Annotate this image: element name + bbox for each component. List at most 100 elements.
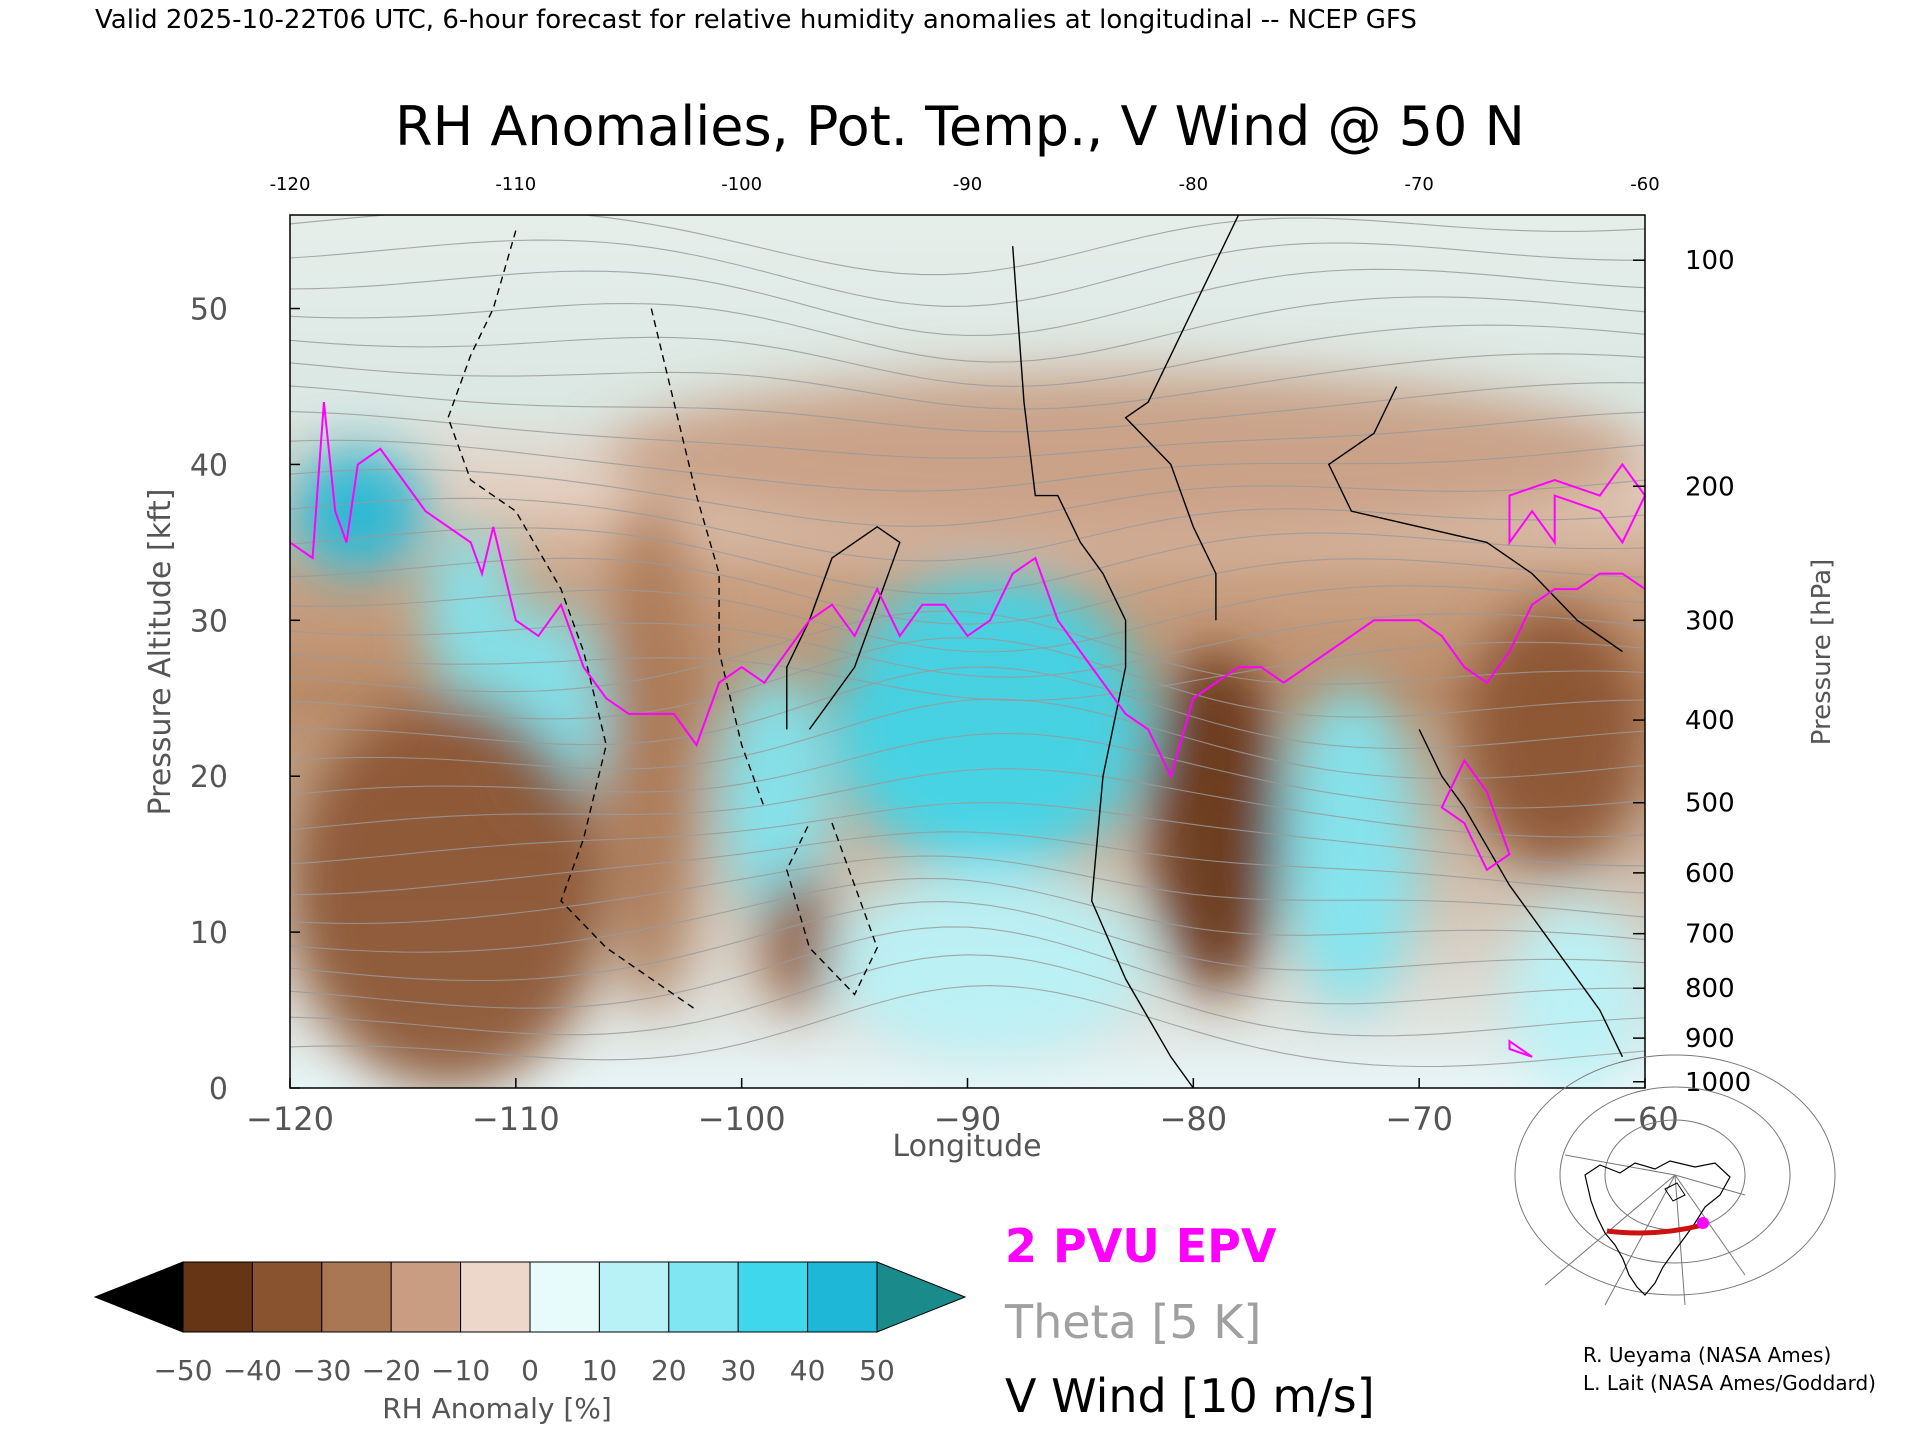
theta-contour bbox=[290, 637, 1645, 720]
x-top-tick-label: -100 bbox=[721, 174, 762, 195]
pressure-tick-label: 400 bbox=[1685, 706, 1735, 736]
locator-map bbox=[1514, 1054, 1836, 1306]
credit-line-2: L. Lait (NASA Ames/Goddard) bbox=[1583, 1371, 1876, 1395]
pressure-tick-label: 200 bbox=[1685, 472, 1735, 502]
colorbar-tick-label: −30 bbox=[292, 1354, 351, 1387]
y-tick-label: 20 bbox=[190, 760, 228, 795]
colorbar-box bbox=[737, 1261, 809, 1333]
pressure-tick-label: 500 bbox=[1685, 789, 1735, 819]
rh-anomaly-cell bbox=[1283, 682, 1420, 1011]
v-wind-contour bbox=[1012, 246, 1194, 1088]
rh-anomaly-field bbox=[290, 370, 1645, 1088]
rh-anomaly-cell bbox=[606, 370, 1645, 543]
colorbar-tick-label: 50 bbox=[859, 1354, 895, 1387]
epv-2pvu-contour bbox=[1508, 462, 1645, 546]
theta-contour bbox=[290, 324, 1645, 387]
x-tick-label: −90 bbox=[934, 1100, 1002, 1138]
theta-contour bbox=[290, 353, 1645, 410]
theta-contour bbox=[290, 239, 1645, 307]
colorbar-box bbox=[529, 1261, 600, 1333]
theta-contour bbox=[290, 641, 1645, 701]
theta-contour bbox=[290, 215, 1645, 276]
v-wind-contour bbox=[447, 230, 697, 1011]
v-wind-contour bbox=[650, 308, 765, 808]
rh-anomaly-cell bbox=[290, 448, 426, 574]
theta-contour bbox=[290, 954, 1645, 1037]
colorbar-label: RH Anomaly [%] bbox=[382, 1392, 612, 1425]
colorbar-tick-label: 40 bbox=[790, 1354, 826, 1387]
y-axis-label-left: Pressure Altitude [kft] bbox=[143, 489, 178, 816]
colorbar-box bbox=[598, 1261, 670, 1333]
v-wind-contour bbox=[1327, 386, 1623, 653]
theta-contour bbox=[290, 985, 1645, 1068]
epv-2pvu-contours bbox=[290, 401, 1645, 1058]
plot-area bbox=[289, 214, 1646, 1089]
y-axis-label-right: Pressure [hPa] bbox=[1807, 559, 1837, 746]
pressure-tick-label: 800 bbox=[1685, 974, 1735, 1004]
v-wind-contour bbox=[1124, 215, 1240, 621]
x-top-tick-label: -70 bbox=[1404, 174, 1433, 195]
colorbar-tick-label: −40 bbox=[223, 1354, 282, 1387]
colorbar-tick-label: 0 bbox=[521, 1354, 539, 1387]
x-tick-label: −110 bbox=[472, 1100, 560, 1138]
colorbar-tick-label: −50 bbox=[153, 1354, 212, 1387]
locator-marker bbox=[1697, 1217, 1709, 1229]
axes: −120 -120 −110 -110 −100 -100 −90 -90 −80 -80 −70 -… bbox=[190, 174, 1751, 1138]
x-tick-label: −60 bbox=[1611, 1100, 1679, 1138]
x-axis-label: Longitude bbox=[892, 1129, 1041, 1164]
theta-contour bbox=[290, 802, 1645, 867]
pressure-tick-label: 700 bbox=[1685, 920, 1735, 950]
locator-route bbox=[1606, 1222, 1704, 1236]
colorbar-box bbox=[390, 1261, 462, 1333]
colorbar-over-arrow bbox=[876, 1261, 967, 1333]
rh-anomaly-blobs bbox=[290, 370, 1645, 1088]
rh-anomaly-cell bbox=[1464, 604, 1645, 870]
epv-2pvu-contour bbox=[1440, 758, 1511, 872]
x-tick-label: −100 bbox=[698, 1100, 786, 1138]
valid-line: Valid 2025-10-22T06 UTC, 6-hour forecast… bbox=[95, 5, 1417, 35]
theta-contour bbox=[290, 877, 1645, 953]
y-tick-label: 50 bbox=[190, 293, 228, 328]
theta-contour bbox=[290, 613, 1645, 678]
theta-contours bbox=[290, 215, 1645, 1068]
theta-contour bbox=[290, 901, 1645, 982]
theta-contour bbox=[290, 497, 1645, 562]
x-top-tick-label: -80 bbox=[1179, 174, 1208, 195]
pressure-tick-label: 900 bbox=[1685, 1024, 1735, 1054]
rh-anomaly-cell bbox=[719, 667, 833, 917]
x-top-tick-label: -60 bbox=[1630, 174, 1659, 195]
colorbar-box bbox=[182, 1261, 253, 1333]
colorbar-box bbox=[251, 1261, 323, 1333]
legend-epv: 2 PVU EPV bbox=[1005, 1219, 1277, 1273]
theta-contour bbox=[290, 768, 1645, 838]
colorbar-tick-label: −10 bbox=[431, 1354, 490, 1387]
legend-vwind: V Wind [10 m/s] bbox=[1005, 1369, 1375, 1423]
pressure-tick-label: 1000 bbox=[1685, 1068, 1751, 1098]
x-top-tick-label: -90 bbox=[953, 174, 982, 195]
y-tick-label: 10 bbox=[190, 916, 228, 951]
rh-anomaly-cell bbox=[1509, 900, 1645, 1088]
x-tick-label: −80 bbox=[1160, 1100, 1228, 1138]
theta-contour bbox=[290, 527, 1645, 595]
theta-contour bbox=[290, 855, 1645, 925]
theta-contour bbox=[290, 439, 1645, 492]
theta-contour bbox=[290, 382, 1645, 433]
theta-contour bbox=[290, 831, 1645, 896]
credit-line-1: R. Ueyama (NASA Ames) bbox=[1583, 1343, 1831, 1367]
x-tick-label: −70 bbox=[1385, 1100, 1453, 1138]
colorbar-box bbox=[668, 1261, 739, 1333]
colorbar-tick-label: 20 bbox=[651, 1354, 687, 1387]
y-tick-label: 40 bbox=[190, 448, 228, 483]
v-wind-contour bbox=[786, 822, 878, 996]
theta-contour bbox=[290, 557, 1645, 625]
theta-contour bbox=[290, 698, 1645, 780]
colorbar: −50 −40 −30 −20 −10 0 10 20 30 40 50 bbox=[93, 1261, 967, 1387]
epv-2pvu-line bbox=[290, 401, 1645, 779]
x-top-tick-label: -120 bbox=[270, 174, 311, 195]
theta-contour bbox=[290, 585, 1645, 653]
rh-anomaly-cell bbox=[764, 869, 832, 1011]
colorbar-tick-label: −20 bbox=[362, 1354, 421, 1387]
colorbar-box bbox=[321, 1261, 392, 1333]
colorbar-box bbox=[460, 1261, 531, 1333]
